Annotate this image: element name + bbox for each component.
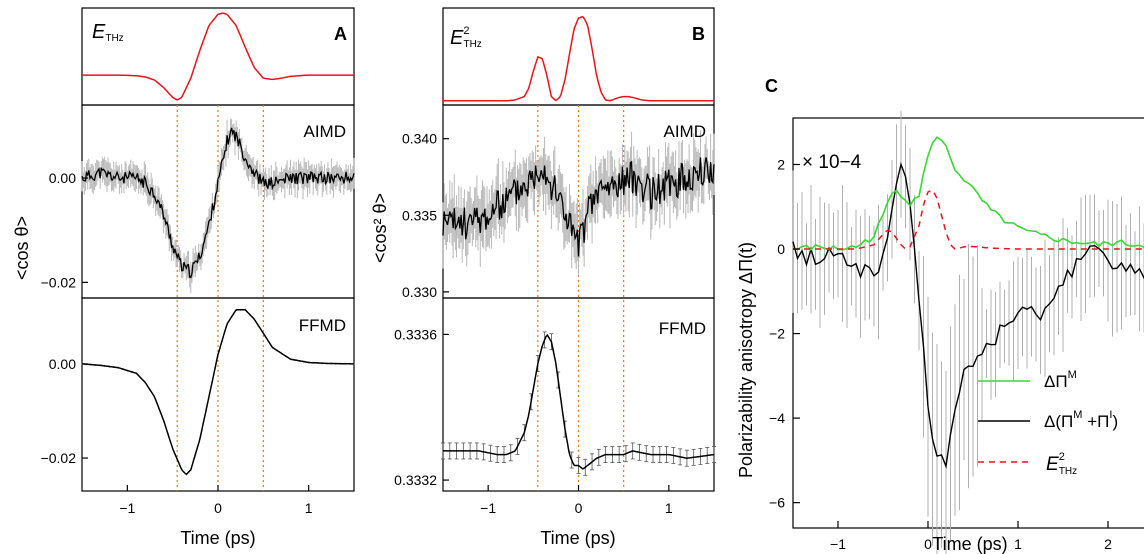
ffmd-curve [81, 309, 354, 475]
panel-a-letter: A [334, 24, 347, 44]
legend-label-dpi-total: Δ(ΠM +ΠI) [1044, 409, 1118, 431]
aimd-curve [442, 157, 715, 257]
panel-b-ffmd-label: FFMD [659, 319, 706, 338]
aimd-ytick-label: 0.335 [402, 207, 437, 223]
ethz-curve [82, 12, 354, 101]
panel-a-marker-lines [176, 105, 264, 491]
panel-a-ethz-label: ETHz [92, 21, 124, 44]
e2thz-curve [443, 15, 714, 102]
panel-b-ylabel: <cos² θ> [370, 193, 390, 263]
panel-c-xtick-label: 0 [924, 536, 932, 552]
panel-a-ffmd-label: FFMD [299, 316, 346, 335]
panel-b-letter: B [692, 24, 705, 44]
legend-label-e2thz: E2 THz [1046, 451, 1077, 477]
panel-b-xlabel: Time (ps) [540, 528, 615, 548]
panel-c-ticks: −6 −4 −2 0 2 −1 0 1 2 [769, 156, 1112, 552]
panel-c-ytick-label: 0 [777, 241, 785, 257]
panel-c-plot [792, 110, 1144, 554]
aimd-ytick-label: −0.02 [41, 274, 77, 290]
panel-c-frame [792, 117, 1144, 529]
panel-b-aimd-label: AIMD [664, 122, 707, 141]
panel-a-ylabel: <cos θ> [12, 216, 32, 280]
panel-a-xtick-label: −1 [119, 500, 135, 516]
panel-a-top-frame [81, 7, 355, 106]
panel-a-ethz-plot [82, 12, 354, 101]
panel-b-xtick-label: −1 [480, 500, 496, 516]
panel-c-xtick-label: −1 [830, 536, 846, 552]
panel-b-aimd-plot [442, 130, 715, 276]
panel-a-aimd-label: AIMD [304, 122, 347, 141]
panel-c-xtick-label: 1 [1014, 536, 1022, 552]
panel-b-xtick-label: 1 [665, 500, 673, 516]
panel-a-xtick-label: 0 [214, 500, 222, 516]
panel-a-xtick-label: 1 [305, 500, 313, 516]
aimd-ytick-label: 0.330 [402, 284, 437, 300]
panel-c-legend: ΔΠM Δ(ΠM +ΠI) E2 THz [978, 369, 1118, 477]
panel-c-scale-note: × 10−4 [802, 152, 862, 173]
ffmd-ytick-label: 0.3336 [394, 326, 437, 342]
panel-c-xlabel: Time (ps) [932, 534, 1007, 554]
panel-b-ffmd-plot [441, 331, 716, 476]
ffmd-curve [443, 333, 715, 470]
panel-a-ffmd-plot [81, 308, 355, 476]
panel-a-ticks: −0.02 0.00 −0.02 0.00 −1 0 1 [41, 170, 313, 516]
aimd-ytick-label: 0.00 [49, 170, 76, 186]
panel-b-xtick-label: 0 [575, 500, 583, 516]
panel-b-e2thz-plot [443, 15, 714, 102]
aimd-ytick-label: 0.340 [402, 131, 437, 147]
ffmd-ytick-label: 0.00 [49, 356, 76, 372]
panel-a-aimd-plot [81, 118, 355, 294]
legend-label-dpi-m: ΔΠM [1044, 369, 1077, 391]
panel-a-xlabel: Time (ps) [180, 528, 255, 548]
dpi-m-curve [792, 136, 1144, 251]
panel-b-e2thz-label: E2 THz [450, 25, 482, 50]
panel-c: −6 −4 −2 0 2 −1 0 1 2 C × 10−4 Polarizability an… [736, 76, 1144, 554]
panel-b-top-frame [442, 7, 715, 106]
panel-a: −0.020.00−0.020.00−1 0 1 ETHz A AIMD FFMD … [12, 7, 355, 548]
aimd-curve [81, 127, 355, 279]
ffmd-ytick-label: 0.3332 [394, 472, 437, 488]
panel-c-ytick-label: −4 [769, 410, 785, 426]
e2thz-curve [793, 189, 1144, 250]
dpi-total-curve [792, 161, 1144, 470]
panel-c-ylabel: Polarizability anisotropy ΔΠ(t) [736, 242, 756, 478]
panel-c-ytick-label: −6 [769, 495, 785, 511]
panel-c-ytick-label: −2 [769, 326, 785, 342]
panel-b-ticks: 0.330 0.335 0.340 0.3332 0.3336 −1 0 1 [394, 131, 673, 516]
panel-c-xtick-label: 2 [1104, 536, 1112, 552]
ffmd-ytick-label: −0.02 [41, 450, 77, 466]
ffmd-curve-error-bars [441, 331, 716, 476]
panel-c-ytick-label: 2 [777, 156, 785, 172]
dpi-total-error-bars [792, 110, 1144, 554]
panel-c-letter: C [765, 76, 778, 96]
panel-b-marker-lines [537, 105, 625, 491]
